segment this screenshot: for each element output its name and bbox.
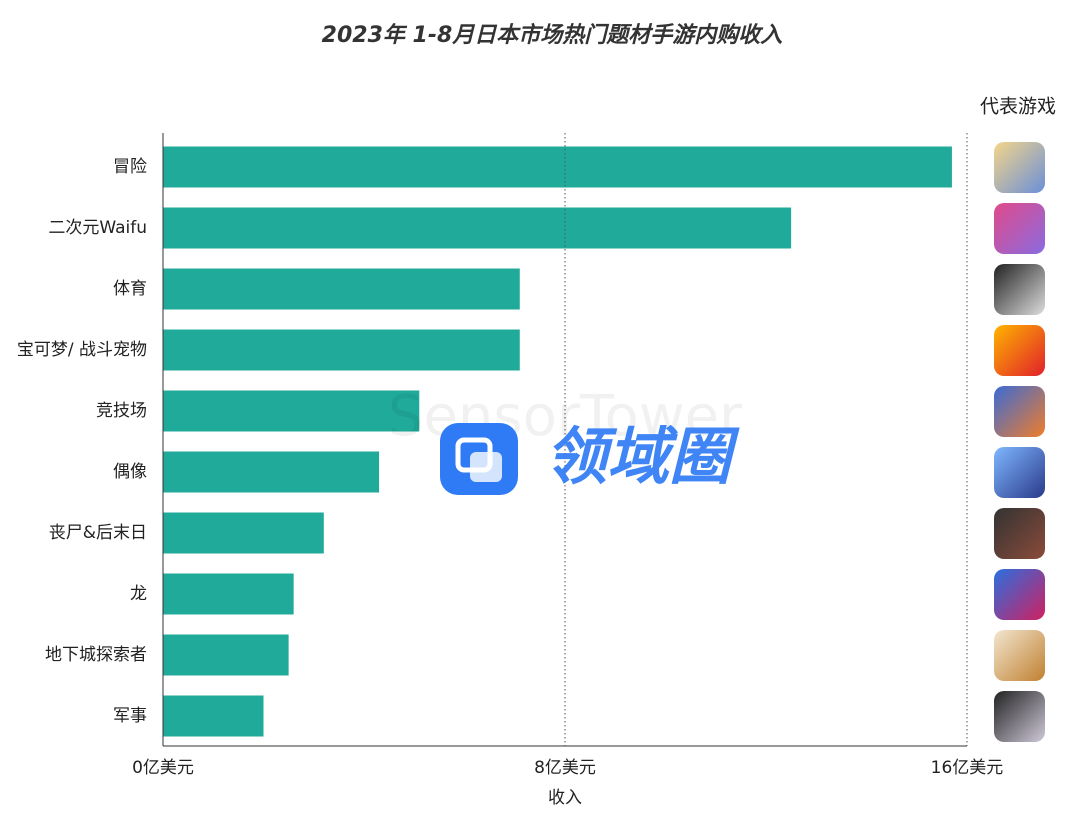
- game-icon: [994, 325, 1045, 376]
- y-tick-label: 竞技场: [96, 401, 147, 421]
- y-tick-label: 宝可梦/ 战斗宠物: [17, 340, 147, 360]
- bar: [163, 390, 420, 432]
- x-axis-label: 收入: [548, 788, 582, 808]
- bar: [163, 634, 289, 676]
- game-icon: [994, 508, 1045, 559]
- bar: [163, 573, 294, 615]
- game-icon: [994, 142, 1045, 193]
- y-tick-label: 龙: [130, 584, 147, 604]
- bar: [163, 451, 380, 493]
- x-tick-label: 16亿美元: [931, 758, 1004, 778]
- chart-title: 2023年 1-8月日本市场热门题材手游内购收入: [322, 22, 783, 48]
- game-icon: [994, 264, 1045, 315]
- bar: [163, 146, 952, 188]
- y-tick-label: 军事: [113, 706, 147, 726]
- game-icon: [994, 691, 1045, 742]
- bar: [163, 512, 324, 554]
- game-icon: [994, 447, 1045, 498]
- game-icon: [994, 630, 1045, 681]
- x-tick-label: 8亿美元: [534, 758, 596, 778]
- y-tick-label: 地下城探索者: [45, 645, 147, 665]
- y-tick-label: 偶像: [113, 462, 147, 482]
- bar: [163, 268, 520, 310]
- y-tick-label: 冒险: [113, 157, 147, 177]
- bar: [163, 329, 520, 371]
- watermark-logo: [440, 423, 518, 495]
- y-tick-label: 丧尸&后末日: [49, 523, 147, 543]
- watermark: 领域圈: [545, 420, 740, 493]
- y-tick-label: 二次元Waifu: [48, 218, 147, 238]
- x-tick-label: 0亿美元: [132, 758, 194, 778]
- game-icon: [994, 386, 1045, 437]
- bar: [163, 695, 264, 737]
- bar: [163, 207, 792, 249]
- game-icon: [994, 203, 1045, 254]
- game-icon: [994, 569, 1045, 620]
- side-header: 代表游戏: [980, 96, 1056, 118]
- y-tick-label: 体育: [113, 279, 147, 299]
